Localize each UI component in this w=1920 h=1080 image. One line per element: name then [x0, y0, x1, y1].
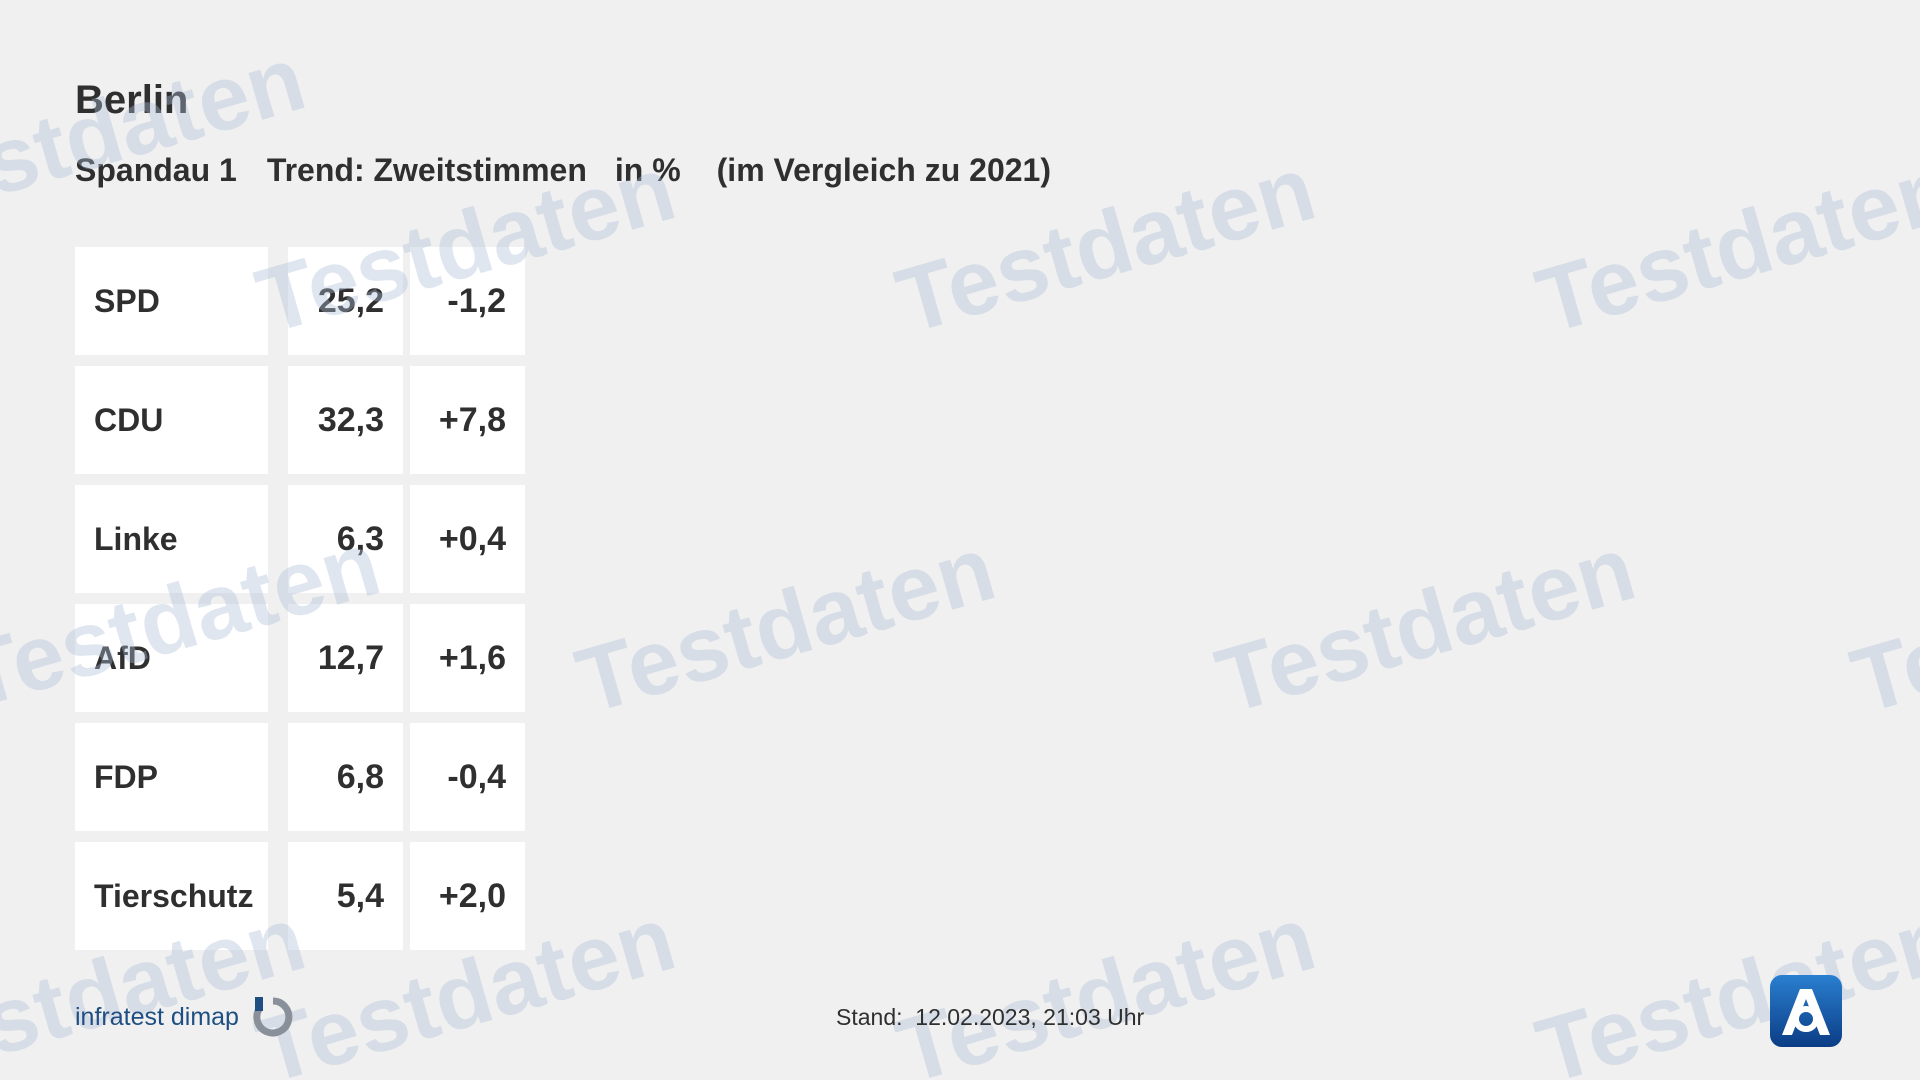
vote-share-cell: 12,7	[288, 604, 403, 712]
district-label: Spandau 1	[75, 152, 237, 188]
vote-change-cell: +2,0	[410, 842, 525, 950]
infratest-mark-icon	[253, 997, 293, 1037]
watermark-text: Testdaten	[1841, 517, 1920, 734]
party-name-cell: Linke	[75, 485, 268, 593]
watermark-text: Testdaten	[1526, 887, 1920, 1080]
table-row: SPD 25,2 -1,2	[75, 247, 525, 355]
vote-share-cell: 5,4	[288, 842, 403, 950]
stand-value: 12.02.2023, 21:03 Uhr	[915, 1004, 1145, 1030]
ard-logo-icon	[1770, 975, 1842, 1047]
vote-change-cell: +0,4	[410, 485, 525, 593]
table-row: CDU 32,3 +7,8	[75, 366, 525, 474]
vote-change-cell: +1,6	[410, 604, 525, 712]
party-name-cell: FDP	[75, 723, 268, 831]
party-name-cell: CDU	[75, 366, 268, 474]
watermark-text: Testdaten	[566, 517, 1006, 734]
table-row: FDP 6,8 -0,4	[75, 723, 525, 831]
page-title: Berlin	[75, 78, 189, 122]
stand-info: Stand: 12.02.2023, 21:03 Uhr	[836, 1004, 1144, 1031]
vote-share-cell: 32,3	[288, 366, 403, 474]
table-row: Linke 6,3 +0,4	[75, 485, 525, 593]
subtitle: Spandau 1 Trend: Zweitstimmen in % (im Verg…	[75, 152, 1051, 189]
vote-change-cell: -0,4	[410, 723, 525, 831]
party-name-cell: Tierschutz	[75, 842, 268, 950]
party-name-cell: SPD	[75, 247, 268, 355]
watermark-text: Testdaten	[1526, 137, 1920, 354]
infratest-logo: infratest dimap	[75, 995, 295, 1039]
vote-change-cell: +7,8	[410, 366, 525, 474]
party-name-cell: AfD	[75, 604, 268, 712]
watermark-text: Testdaten	[0, 27, 316, 244]
vote-share-cell: 6,8	[288, 723, 403, 831]
watermark-text: Testdaten	[1206, 517, 1646, 734]
table-row: Tierschutz 5,4 +2,0	[75, 842, 525, 950]
vote-share-cell: 25,2	[288, 247, 403, 355]
stand-label: Stand:	[836, 1004, 903, 1030]
trend-label: Trend: Zweitstimmen	[266, 152, 587, 188]
unit-label: in %	[614, 152, 681, 188]
table-row: AfD 12,7 +1,6	[75, 604, 525, 712]
infratest-logo-text: infratest dimap	[75, 1002, 239, 1031]
comparison-label: (im Vergleich zu 2021)	[716, 152, 1051, 188]
watermark-text: Testdaten	[886, 887, 1326, 1080]
vote-change-cell: -1,2	[410, 247, 525, 355]
vote-share-cell: 6,3	[288, 485, 403, 593]
